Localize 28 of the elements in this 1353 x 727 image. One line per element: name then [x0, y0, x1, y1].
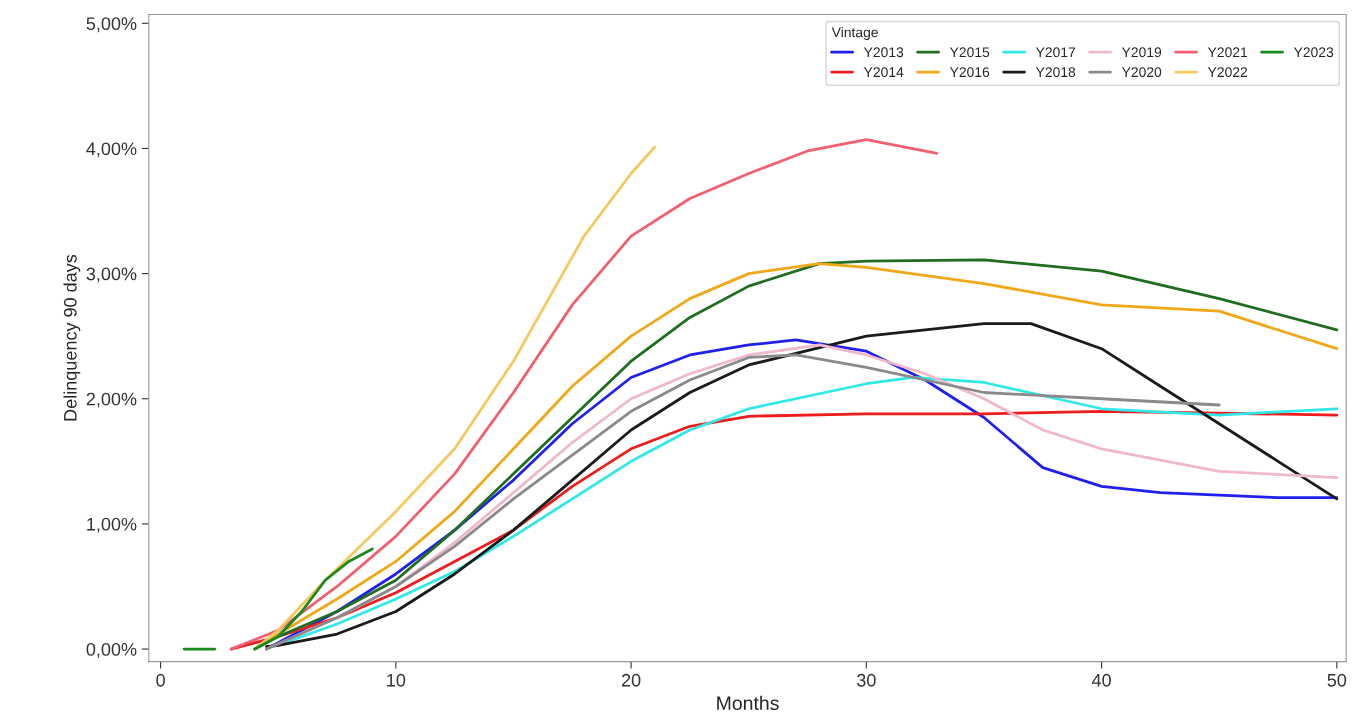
y-tick-label: 3,00%: [86, 267, 137, 283]
legend-label: Y2013: [863, 47, 904, 58]
y-tick-label: 4,00%: [86, 142, 137, 158]
x-axis-title: Months: [717, 695, 779, 711]
x-tick-label: 20: [621, 673, 641, 687]
legend-label: Y2016: [949, 67, 990, 78]
x-tick-label: 10: [387, 673, 406, 687]
legend-title: Vintage: [831, 27, 878, 40]
y-tick-label: 2,00%: [86, 392, 137, 408]
x-tick-label: 50: [1327, 673, 1347, 687]
y-axis-title: Delinquency 90 days: [63, 254, 81, 421]
legend-label: Y2014: [863, 67, 904, 78]
x-tick-label: 40: [1091, 673, 1111, 687]
y-tick-label: 0,00%: [86, 642, 137, 658]
legend-label: Y2022: [1207, 67, 1248, 78]
line-series: [229, 138, 939, 651]
legend-label: Y2019: [1121, 47, 1162, 58]
y-tick-label: 1,00%: [87, 517, 137, 533]
x-tick-label: 0: [156, 673, 165, 687]
legend-label: Y2020: [1121, 67, 1162, 78]
y-tick-label: 5,00%: [86, 17, 137, 33]
legend-label: Y2015: [949, 47, 990, 58]
legend-label: Y2021: [1207, 47, 1248, 58]
line-series: [253, 145, 656, 651]
legend-label: Y2017: [1035, 47, 1076, 58]
legend-label: Y2018: [1035, 67, 1076, 78]
x-tick-label: 30: [856, 673, 876, 687]
legend-label: Y2023: [1293, 47, 1334, 58]
